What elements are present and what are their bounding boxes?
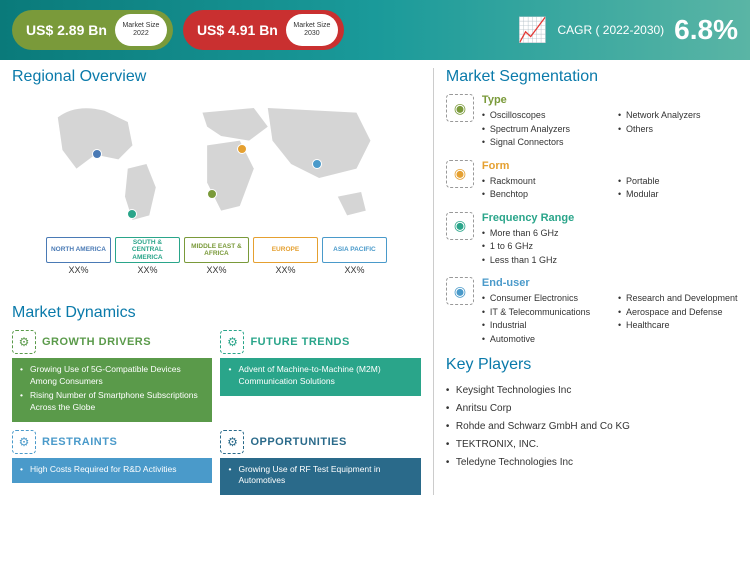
world-map-svg (12, 94, 421, 234)
market-size-2030-value: US$ 4.91 Bn (197, 22, 278, 38)
market-size-2030-pill: US$ 4.91 Bn Market Size 2030 (183, 10, 344, 50)
keyplayer-item: TEKTRONIX, INC. (446, 436, 738, 454)
header-bar: US$ 2.89 Bn Market Size 2022 US$ 4.91 Bn… (0, 0, 750, 60)
market-size-2022-pill: US$ 2.89 Bn Market Size 2022 (12, 10, 173, 50)
dynamics-block-title: FUTURE TRENDS (250, 336, 349, 348)
market-size-2030-badge: Market Size 2030 (286, 14, 338, 46)
keyplayers-title: Key Players (446, 356, 738, 374)
segment-item: Automotive (482, 333, 602, 347)
region-box: ASIA PACIFIC XX% (322, 237, 387, 275)
segment-title: End-user (482, 277, 738, 289)
dynamics-icon: ⚙ (12, 430, 36, 454)
dynamics-block: ⚙ FUTURE TRENDS Advent of Machine-to-Machi… (220, 330, 420, 422)
region-box: MIDDLE EAST & AFRICA XX% (184, 237, 249, 275)
dynamics-icon: ⚙ (220, 430, 244, 454)
segment-group: ◉ Frequency Range More than 6 GHz1 to 6 GH… (446, 212, 738, 268)
segment-item: Research and Development (618, 292, 738, 306)
keyplayer-item: Teledyne Technologies Inc (446, 454, 738, 472)
dynamics-block: ⚙ RESTRAINTS High Costs Required for R&D A… (12, 430, 212, 496)
segment-icon: ◉ (446, 160, 474, 188)
region-label: EUROPE (253, 237, 318, 263)
world-map: NORTH AMERICA XX% SOUTH & CENTRAL AMERICA X… (12, 94, 421, 294)
segment-item: Industrial (482, 319, 602, 333)
dynamics-block-title: OPPORTUNITIES (250, 436, 346, 448)
dynamics-block: ⚙ OPPORTUNITIES Growing Use of RF Test Equ… (220, 430, 420, 496)
region-value: XX% (322, 265, 387, 275)
region-value: XX% (184, 265, 249, 275)
region-value: XX% (46, 265, 111, 275)
cagr-value: 6.8% (674, 14, 738, 46)
dynamics-block-title: RESTRAINTS (42, 436, 117, 448)
region-value: XX% (253, 265, 318, 275)
dynamics-item: Growing Use of RF Test Equipment in Auto… (228, 464, 412, 488)
segment-title: Type (482, 94, 738, 106)
dynamics-body: Growing Use of RF Test Equipment in Auto… (220, 458, 420, 496)
keyplayer-item: Anritsu Corp (446, 400, 738, 418)
segment-item: 1 to 6 GHz (482, 240, 738, 254)
segment-item: Others (618, 123, 738, 137)
region-label: MIDDLE EAST & AFRICA (184, 237, 249, 263)
dynamics-body: High Costs Required for R&D Activities (12, 458, 212, 484)
segment-icon: ◉ (446, 212, 474, 240)
region-box: NORTH AMERICA XX% (46, 237, 111, 275)
dynamics-item: Rising Number of Smartphone Subscription… (20, 390, 204, 414)
dynamics-title: Market Dynamics (12, 304, 421, 322)
segment-icon: ◉ (446, 94, 474, 122)
segment-icon: ◉ (446, 277, 474, 305)
segment-item: IT & Telecommunications (482, 306, 602, 320)
segment-group: ◉ End-user Consumer ElectronicsIT & Teleco… (446, 277, 738, 346)
market-size-2022-badge: Market Size 2022 (115, 14, 167, 46)
dynamics-block: ⚙ GROWTH DRIVERS Growing Use of 5G-Compati… (12, 330, 212, 422)
growth-chart-icon: 📈 (518, 16, 548, 45)
dynamics-icon: ⚙ (12, 330, 36, 354)
dynamics-item: Advent of Machine-to-Machine (M2M) Commu… (228, 364, 412, 388)
segmentation-title: Market Segmentation (446, 68, 738, 86)
map-marker (127, 209, 137, 219)
map-marker (207, 189, 217, 199)
segment-item: Modular (618, 188, 738, 202)
region-value: XX% (115, 265, 180, 275)
keyplayers-list: Keysight Technologies IncAnritsu CorpRoh… (446, 382, 738, 472)
segment-group: ◉ Form RackmountBenchtop PortableModular (446, 160, 738, 202)
segment-item: Consumer Electronics (482, 292, 602, 306)
keyplayer-item: Rohde and Schwarz GmbH and Co KG (446, 418, 738, 436)
region-label: NORTH AMERICA (46, 237, 111, 263)
segment-title: Frequency Range (482, 212, 738, 224)
segment-item: Aerospace and Defense (618, 306, 738, 320)
dynamics-block-title: GROWTH DRIVERS (42, 336, 151, 348)
market-size-2022-value: US$ 2.89 Bn (26, 22, 107, 38)
keyplayer-item: Keysight Technologies Inc (446, 382, 738, 400)
map-marker (237, 144, 247, 154)
map-marker (92, 149, 102, 159)
region-label: SOUTH & CENTRAL AMERICA (115, 237, 180, 263)
dynamics-body: Growing Use of 5G-Compatible Devices Amo… (12, 358, 212, 422)
segment-title: Form (482, 160, 738, 172)
segment-item: Portable (618, 175, 738, 189)
segment-item: Oscilloscopes (482, 109, 602, 123)
dynamics-item: Growing Use of 5G-Compatible Devices Amo… (20, 364, 204, 388)
segment-item: Spectrum Analyzers (482, 123, 602, 137)
segment-item: Benchtop (482, 188, 602, 202)
cagr-label: CAGR ( 2022-2030) (557, 23, 664, 37)
region-label: ASIA PACIFIC (322, 237, 387, 263)
region-box: EUROPE XX% (253, 237, 318, 275)
segment-item: Healthcare (618, 319, 738, 333)
dynamics-body: Advent of Machine-to-Machine (M2M) Commu… (220, 358, 420, 396)
segment-item: Network Analyzers (618, 109, 738, 123)
segment-group: ◉ Type OscilloscopesSpectrum AnalyzersSign… (446, 94, 738, 150)
dynamics-item: High Costs Required for R&D Activities (20, 464, 204, 476)
dynamics-icon: ⚙ (220, 330, 244, 354)
map-marker (312, 159, 322, 169)
cagr-section: 📈 CAGR ( 2022-2030) 6.8% (518, 14, 738, 46)
segment-item: Less than 1 GHz (482, 254, 738, 268)
segment-item: Signal Connectors (482, 136, 602, 150)
segment-item: Rackmount (482, 175, 602, 189)
regional-title: Regional Overview (12, 68, 421, 86)
region-box: SOUTH & CENTRAL AMERICA XX% (115, 237, 180, 275)
segment-item: More than 6 GHz (482, 227, 738, 241)
